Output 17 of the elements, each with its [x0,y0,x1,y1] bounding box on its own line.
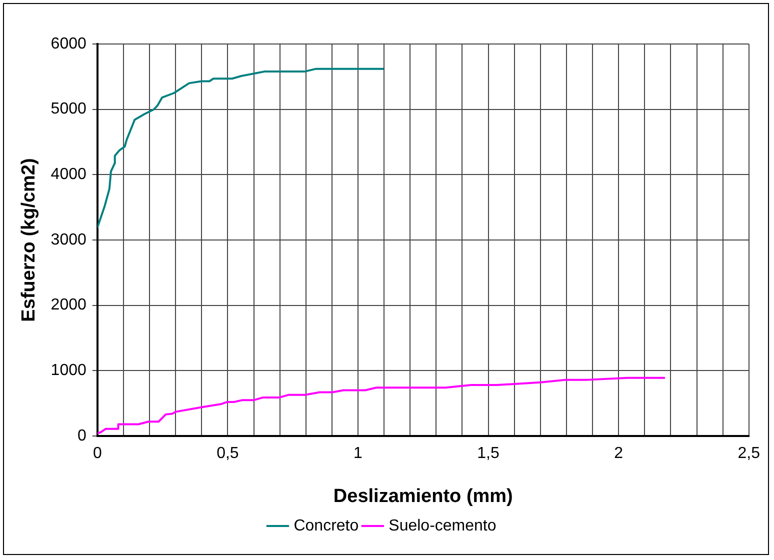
legend-label: Suelo-cemento [388,517,496,534]
y-tick-label: 6000 [50,35,86,52]
y-axis-title: Esfuerzo (kg/cm2) [18,158,40,322]
y-tick-label: 5000 [50,100,86,118]
x-axis-title: Deslizamiento (mm) [333,486,513,507]
y-tick-label: 3000 [50,231,86,248]
x-tick-label: 1 [354,445,363,462]
y-tick-label: 4000 [50,166,86,184]
y-tick-label: 1000 [50,362,86,380]
y-tick-label: 2000 [50,296,86,314]
x-tick-label: 0,5 [216,445,239,462]
x-tick-label: 2 [614,445,624,462]
x-tick-label: 1,5 [477,445,500,462]
legend-label: Concreto [294,517,359,534]
y-tick-label: 0 [77,427,86,444]
x-tick-label: 0 [92,445,102,462]
x-tick-label: 2,5 [738,445,760,462]
